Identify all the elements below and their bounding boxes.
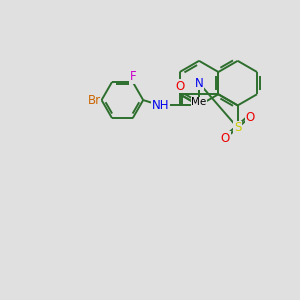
Text: S: S xyxy=(234,121,242,134)
Text: O: O xyxy=(245,110,255,124)
Text: F: F xyxy=(130,70,136,83)
Text: NH: NH xyxy=(152,99,169,112)
Text: Me: Me xyxy=(191,98,207,107)
Text: O: O xyxy=(175,80,184,93)
Text: Br: Br xyxy=(88,94,101,106)
Text: O: O xyxy=(221,132,230,145)
Text: N: N xyxy=(195,76,203,90)
